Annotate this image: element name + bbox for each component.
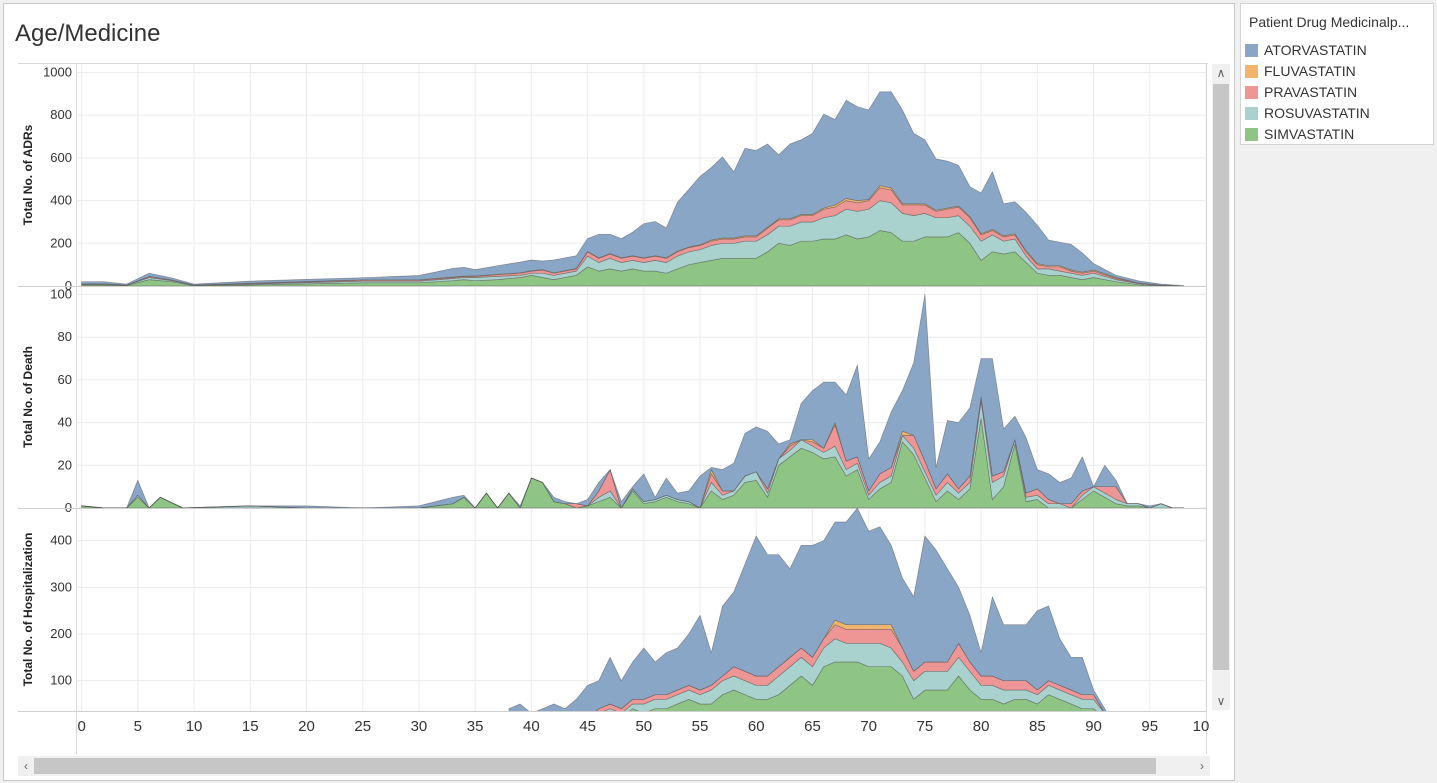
y-tick-label: 300 <box>50 579 72 594</box>
y-tick-label: 100 <box>50 287 72 302</box>
y-tick-label: 200 <box>50 626 72 641</box>
area-group <box>508 508 1107 711</box>
x-tick-label: 60 <box>748 718 765 735</box>
y-tick-label: 0 <box>65 278 72 293</box>
x-tick-label: 95 <box>1141 718 1158 735</box>
chevron-left-icon[interactable]: ‹ <box>24 759 28 773</box>
y-axis-title: Total No. of Death <box>21 346 35 448</box>
y-tick-label: 40 <box>58 415 72 430</box>
x-tick-label: 50 <box>635 718 652 735</box>
x-tick-label: 85 <box>1029 718 1046 735</box>
legend-swatch <box>1245 43 1258 57</box>
legend-item-rosuvastatin[interactable]: ROSUVASTATIN <box>1245 103 1370 123</box>
legend-label: ATORVASTATIN <box>1264 42 1367 58</box>
y-axis-title: Total No. of ADRs <box>21 124 35 225</box>
y-tick-label: 80 <box>58 329 72 344</box>
x-tick-label: 55 <box>692 718 709 735</box>
x-tick-label: 40 <box>523 718 540 735</box>
area-group <box>81 91 1184 286</box>
area-atorvastatin <box>508 508 1107 711</box>
area-atorvastatin <box>81 91 1184 286</box>
x-tick-label: 70 <box>860 718 877 735</box>
chevron-up-icon[interactable]: ∧ <box>1216 66 1226 80</box>
x-tick-label: 20 <box>298 718 315 735</box>
y-tick-label: 0 <box>65 500 72 515</box>
legend-label: ROSUVASTATIN <box>1264 105 1370 121</box>
legend-swatch <box>1245 85 1258 99</box>
vertical-scrollbar[interactable]: ∧ ∨ <box>1212 64 1230 710</box>
y-tick-label: 60 <box>58 372 72 387</box>
vertical-scroll-thumb[interactable] <box>1213 84 1229 670</box>
y-tick-label: 100 <box>50 673 72 688</box>
viz-container: Age/Medicine 0 200 400 600 800 1000 Total No. … <box>3 3 1235 781</box>
y-axis-title: Total No. of Hospitalization <box>21 533 35 687</box>
x-tick-label: 10 <box>1193 718 1210 735</box>
x-tick-label: 5 <box>134 718 142 735</box>
legend-label: PRAVASTATIN <box>1264 84 1358 100</box>
x-tick-label: 65 <box>804 718 821 735</box>
x-tick-label: 10 <box>186 718 203 735</box>
chevron-down-icon[interactable]: ∨ <box>1216 694 1226 708</box>
legend: Patient Drug Medicinalp... ATORVASTATIN … <box>1240 3 1434 145</box>
legend-swatch <box>1245 106 1258 120</box>
legend-label: FLUVASTATIN <box>1264 63 1356 79</box>
legend-label: SIMVASTATIN <box>1264 126 1355 142</box>
legend-item-fluvastatin[interactable]: FLUVASTATIN <box>1245 61 1356 81</box>
legend-item-atorvastatin[interactable]: ATORVASTATIN <box>1245 40 1367 60</box>
x-tick-label: 30 <box>411 718 428 735</box>
page-title: Age/Medicine <box>15 20 161 47</box>
horizontal-scrollbar[interactable]: ‹ › <box>18 756 1210 776</box>
y-tick-label: 400 <box>50 533 72 548</box>
x-tick-label: 80 <box>973 718 990 735</box>
y-tick-label: 800 <box>50 107 72 122</box>
x-tick-label: 45 <box>579 718 596 735</box>
x-tick-label: 0 <box>77 718 85 735</box>
y-tick-label: 1000 <box>43 65 72 80</box>
area-group <box>81 294 1184 508</box>
x-tick-label: 25 <box>354 718 371 735</box>
legend-title[interactable]: Patient Drug Medicinalp... <box>1249 14 1410 30</box>
x-tick-label: 15 <box>242 718 259 735</box>
area-atorvastatin <box>81 294 1184 508</box>
legend-swatch <box>1245 64 1258 78</box>
x-tick-label: 35 <box>467 718 484 735</box>
y-tick-label: 200 <box>50 235 72 250</box>
y-tick-label: 20 <box>58 457 72 472</box>
legend-swatch <box>1245 127 1258 141</box>
x-tick-label: 75 <box>917 718 934 735</box>
legend-item-simvastatin[interactable]: SIMVASTATIN <box>1245 124 1354 144</box>
y-tick-label: 600 <box>50 150 72 165</box>
horizontal-scroll-thumb[interactable] <box>34 758 1156 774</box>
x-tick-label: 90 <box>1085 718 1102 735</box>
y-tick-label: 400 <box>50 193 72 208</box>
legend-item-pravastatin[interactable]: PRAVASTATIN <box>1245 82 1357 102</box>
chevron-right-icon[interactable]: › <box>1200 759 1204 773</box>
